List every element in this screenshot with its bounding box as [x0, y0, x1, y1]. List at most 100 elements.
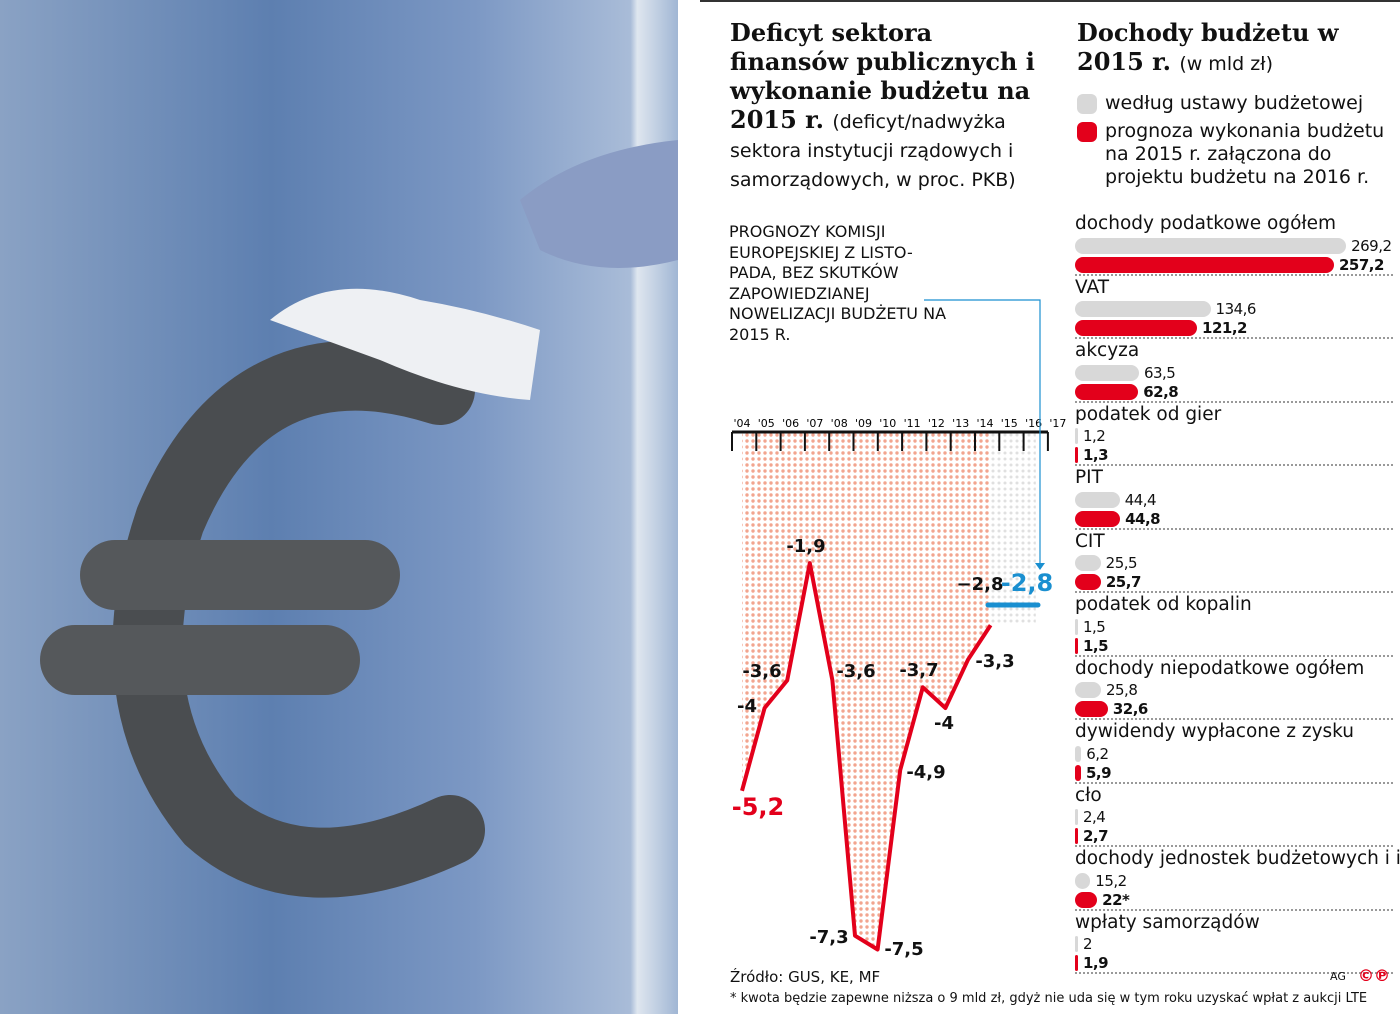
bar-row: cło 2,4 2,7 [1075, 784, 1393, 847]
bar-value: 121,2 [1202, 319, 1247, 337]
x-tick-label: '14 [976, 417, 993, 430]
data-label: -3,7 [899, 660, 938, 681]
bar-line: 121,2 [1075, 319, 1393, 338]
deficit-line [740, 561, 993, 952]
bar-row: PIT 44,4 44,8 [1075, 466, 1393, 530]
data-label: -5,2 [732, 793, 784, 821]
budget-bar [1075, 364, 1139, 381]
bar-line: 44,4 [1075, 490, 1393, 509]
data-label: -7,5 [884, 939, 923, 960]
bar-line: 1,3 [1075, 446, 1393, 465]
x-tick-label: '08 [831, 417, 848, 430]
bar-value: 6,2 [1086, 744, 1109, 763]
bar-line: 1,5 [1075, 636, 1393, 655]
legend-label: prognoza wykonania budżetu na 2015 r. za… [1105, 120, 1385, 188]
budget-bar [1075, 491, 1120, 508]
budget-bar [1075, 872, 1091, 889]
bar-value: 1,3 [1083, 446, 1109, 464]
legend-swatch-grey [1077, 94, 1097, 114]
category-label: dywidendy wypłacone z zysku [1075, 721, 1355, 742]
bar-line: 5,9 [1075, 763, 1393, 782]
forecast-bar [1075, 764, 1081, 781]
data-label: -4,9 [906, 762, 945, 783]
budget-bar [1075, 428, 1078, 444]
category-label: dochody niepodatkowe ogółem [1075, 657, 1365, 679]
forecast-bar [1075, 447, 1078, 463]
bar-value: 25,8 [1105, 681, 1138, 699]
bar-line: 25,8 [1075, 681, 1393, 700]
budget-bar [1075, 618, 1078, 635]
note-leader [924, 299, 1041, 565]
category-label: PIT [1075, 467, 1103, 488]
category-label: dochody podatkowe ogółem [1075, 213, 1337, 234]
category-label: podatek od gier [1075, 403, 1222, 425]
bar-value: 62,8 [1143, 382, 1179, 401]
forecast-bar [1075, 383, 1139, 400]
bar-row: dochody podatkowe ogółem 269,2 257,2 [1075, 212, 1393, 276]
data-label: -4 [737, 696, 757, 717]
data-label: -7,3 [809, 927, 848, 948]
bar-row: dywidendy wypłacone z zysku 6,2 5,9 [1075, 720, 1393, 784]
bar-value: 5,9 [1085, 763, 1112, 782]
budget-bar [1075, 936, 1078, 952]
legend-item: według ustawy budżetowej [1077, 92, 1395, 115]
data-label: -4 [934, 713, 954, 734]
bar-line: 2,4 [1075, 808, 1393, 827]
bar-line: 134,6 [1075, 300, 1393, 319]
bar-value: 25,7 [1105, 573, 1142, 591]
bar-value: 2 [1083, 935, 1093, 953]
category-label: podatek od kopalin [1075, 594, 1252, 615]
bar-value: 44,8 [1125, 509, 1161, 528]
x-tick-label: '05 [758, 417, 775, 430]
bar-value: 1,9 [1083, 954, 1109, 972]
author: AG [1330, 970, 1346, 983]
data-label: -3,3 [975, 651, 1014, 672]
bar-line: 15,2 [1075, 871, 1393, 890]
category-label: dochody jednostek budżetowych i inne [1075, 848, 1400, 869]
x-tick-label: '16 [1025, 417, 1042, 430]
bar-line: 1,5 [1075, 617, 1393, 636]
forecast-bar [1075, 320, 1198, 336]
category-label: CIT [1075, 530, 1105, 552]
bar-value: 63,5 [1143, 363, 1176, 382]
budget-bar [1075, 809, 1078, 825]
forecast-bar [1075, 510, 1121, 527]
x-tick-label: '10 [879, 417, 896, 430]
arrow-icon [1035, 563, 1045, 570]
bar-value: 269,2 [1351, 236, 1392, 255]
x-tick-label: '06 [782, 417, 799, 430]
x-tick-label: '13 [952, 417, 969, 430]
bar-line: 44,8 [1075, 509, 1393, 528]
bar-row: CIT 25,5 25,7 [1075, 530, 1393, 593]
bar-line: 1,9 [1075, 954, 1393, 973]
revenue-bar-chart: dochody podatkowe ogółem 269,2 257,2 VAT 134… [1075, 212, 1400, 974]
euro-sign-illustration [40, 140, 678, 898]
bar-line: 269,2 [1075, 236, 1393, 255]
category-label: VAT [1075, 276, 1109, 298]
bar-line: 257,2 [1075, 255, 1393, 274]
budget-bar [1075, 745, 1082, 762]
deficit-chart-title: Deficyt sektora finansów publicznych i w… [730, 18, 1035, 191]
bar-line: 32,6 [1075, 700, 1393, 719]
x-tick-label: '04 [733, 417, 750, 430]
bar-line: 62,8 [1075, 382, 1393, 401]
legend: według ustawy budżetowej prognoza wykona… [1077, 92, 1395, 194]
x-tick-label: '11 [904, 417, 921, 430]
bar-value: 1,5 [1083, 636, 1109, 655]
data-label: -3,6 [742, 661, 781, 682]
category-label: cło [1075, 784, 1102, 806]
bar-line: 63,5 [1075, 363, 1393, 382]
legend-swatch-red [1077, 122, 1097, 142]
bar-value: 2,7 [1083, 827, 1109, 845]
bar-value: 32,6 [1112, 700, 1149, 718]
bar-value: 1,5 [1083, 617, 1106, 636]
source: Źródło: GUS, KE, MF [730, 968, 881, 986]
data-label: −2,8 [957, 574, 1004, 595]
budget-bar [1075, 682, 1101, 698]
forecast-bar [1075, 574, 1101, 590]
ke-forecast-note: PROGNOZY KOMISJI EUROPEJSKIEJ Z LISTO-PA… [729, 222, 947, 344]
bar-value: 44,4 [1124, 490, 1157, 509]
bar-row: podatek od kopalin 1,5 1,5 [1075, 593, 1393, 657]
category-label: akcyza [1075, 340, 1140, 361]
